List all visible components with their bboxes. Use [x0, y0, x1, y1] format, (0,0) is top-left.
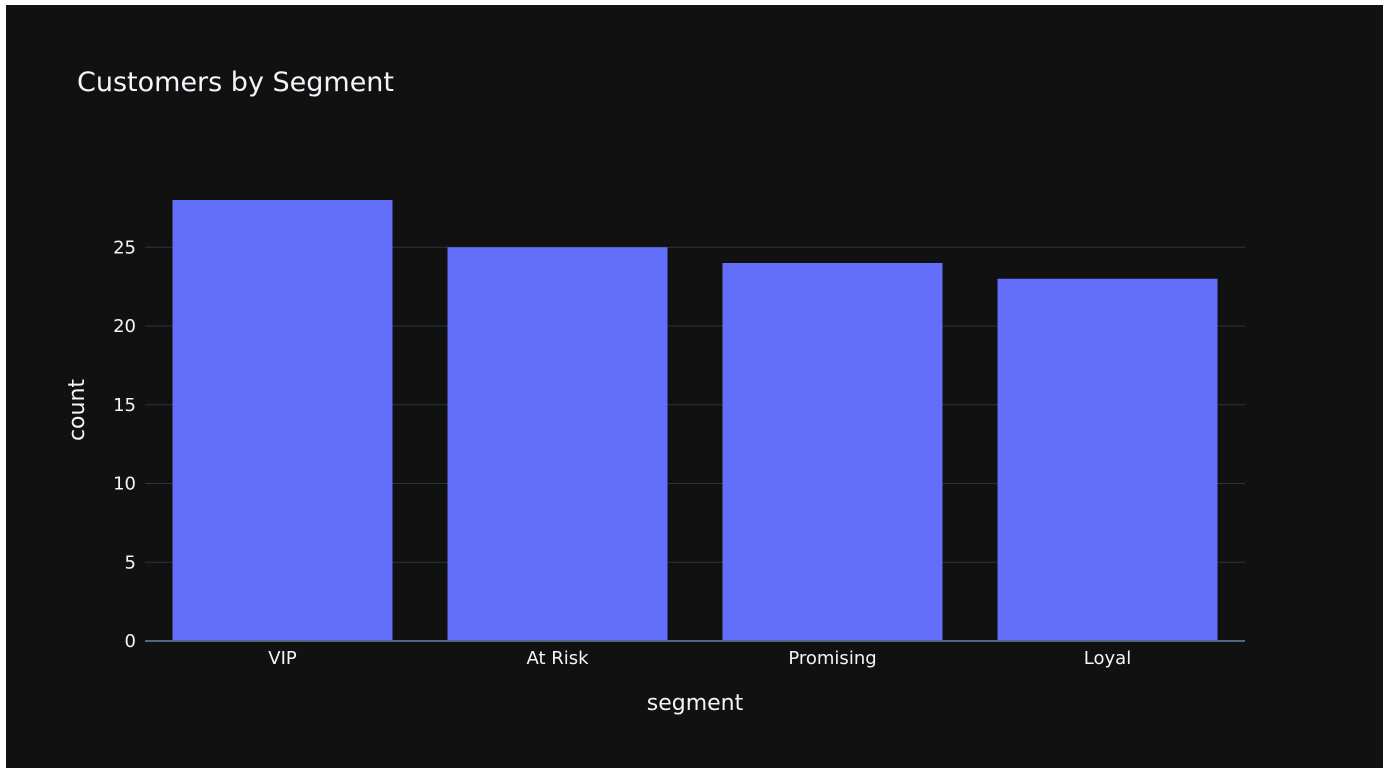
y-tick-label: 10 — [113, 474, 136, 495]
bar-promising[interactable] — [722, 263, 943, 641]
chart-title: Customers by Segment — [77, 67, 394, 98]
y-tick-label: 0 — [125, 631, 136, 652]
y-tick-label: 5 — [125, 552, 136, 573]
x-tick-label: At Risk — [526, 648, 589, 669]
y-tick-labels: 0 5 10 15 20 25 — [113, 237, 136, 652]
x-tick-label: VIP — [268, 648, 297, 669]
bar-vip[interactable] — [172, 200, 393, 641]
x-tick-label: Loyal — [1084, 648, 1131, 669]
x-tick-label: Promising — [788, 648, 876, 669]
bar-at-risk[interactable] — [447, 247, 668, 641]
bar-loyal[interactable] — [997, 278, 1218, 641]
bars — [172, 200, 1218, 641]
y-tick-label: 25 — [113, 237, 136, 258]
x-tick-labels: VIP At Risk Promising Loyal — [268, 648, 1131, 669]
y-tick-label: 15 — [113, 395, 136, 416]
y-axis-title: count — [65, 379, 90, 441]
x-axis-title: segment — [647, 691, 744, 716]
y-tick-label: 20 — [113, 316, 136, 337]
